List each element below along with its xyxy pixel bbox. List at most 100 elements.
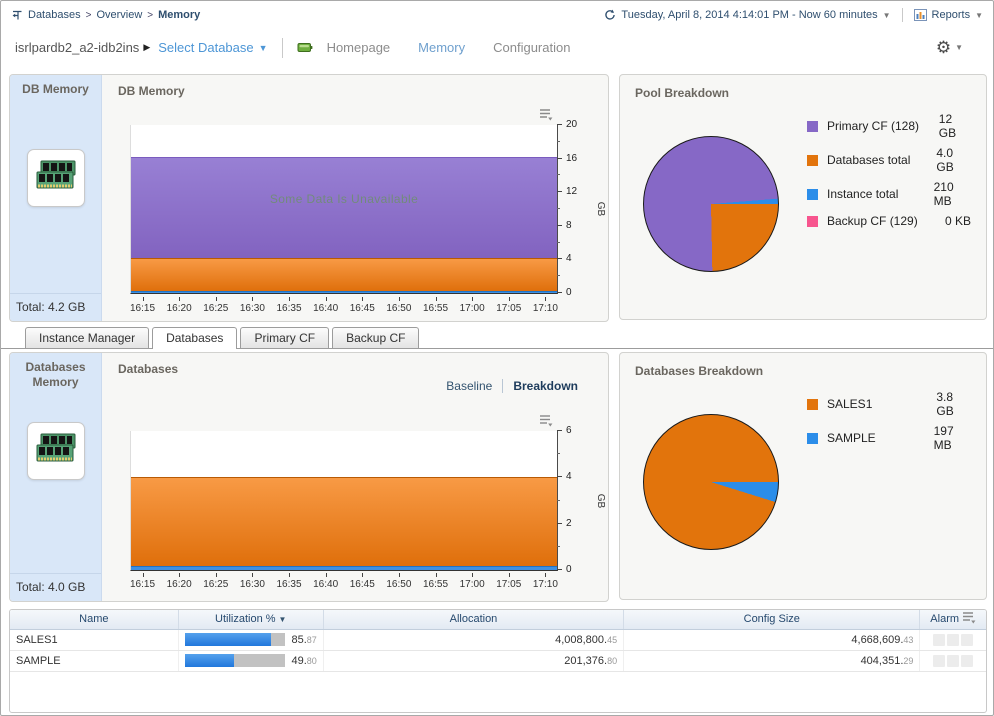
databases-side-panel: Databases Memory Total: 4.0 GB xyxy=(10,353,102,601)
y-tick xyxy=(557,522,562,524)
legend-value: 210 MB xyxy=(933,180,954,208)
value-frac: 43 xyxy=(903,634,914,645)
x-axis-labels: 16:15 16:20 16:25 16:30 16:35 16:40 16:45 16:50… xyxy=(130,297,558,314)
value-frac: 80 xyxy=(306,655,317,666)
databases-card: Databases Memory Total: 4.0 GB Databases… xyxy=(9,352,609,602)
instance-name[interactable]: isrlpardb2_a2-idb2ins xyxy=(15,40,140,55)
health-icon xyxy=(297,41,313,54)
tab-instance-manager[interactable]: Instance Manager xyxy=(25,327,150,348)
side-panel-title: DB Memory xyxy=(22,82,89,96)
column-header-config-size[interactable]: Config Size xyxy=(623,610,920,630)
x-axis-label: 16:15 xyxy=(130,297,155,314)
timerange-icon xyxy=(604,9,616,21)
x-axis-label: 17:10 xyxy=(533,297,558,314)
db-memory-side-panel: DB Memory Total: 4.2 GB xyxy=(10,75,102,321)
column-header-alarm[interactable]: Alarm xyxy=(919,610,986,630)
x-axis-label: 16:20 xyxy=(167,573,192,590)
y-tick-label: 6 xyxy=(566,425,572,436)
x-axis-label: 16:35 xyxy=(277,573,302,590)
legend-label: Databases total xyxy=(827,153,911,167)
y-axis: 0 4 8 12 16 20 GB xyxy=(557,120,608,298)
y-axis-unit-label: GB xyxy=(595,493,606,508)
y-tick xyxy=(557,476,562,478)
value-int: 201,376. xyxy=(564,654,608,667)
y-minor-tick xyxy=(557,174,560,176)
toggle-baseline[interactable]: Baseline xyxy=(446,379,493,393)
breadcrumb-separator: > xyxy=(147,9,154,21)
page-nav: Homepage Memory Configuration xyxy=(327,40,571,55)
x-axis-label: 16:55 xyxy=(423,573,448,590)
nav-item-memory[interactable]: Memory xyxy=(418,40,466,55)
column-header-allocation[interactable]: Allocation xyxy=(322,610,624,630)
ram-icon xyxy=(36,433,75,462)
table-row-sample[interactable]: SAMPLE 49.80 201,376.80 404,351.29 xyxy=(10,650,986,672)
legend-value: 12 GB xyxy=(938,112,957,140)
nav-item-configuration[interactable]: Configuration xyxy=(493,40,571,55)
chart-options-icon[interactable] xyxy=(539,414,553,427)
cell-name[interactable]: SAMPLE xyxy=(10,650,179,672)
breadcrumb-item-databases[interactable]: Databases xyxy=(28,9,81,21)
topbar-right: Tuesday, April 8, 2014 4:14:01 PM - Now … xyxy=(604,8,983,22)
alarm-indicator xyxy=(961,654,974,667)
y-tick-label: 4 xyxy=(566,253,572,265)
cell-name[interactable]: SALES1 xyxy=(10,629,179,651)
utilization-bar-track xyxy=(184,633,285,646)
x-axis-label: 17:05 xyxy=(496,573,521,590)
legend-item-backup-cf-129: Backup CF (129) 0 KB xyxy=(807,214,971,228)
time-range-caret-icon[interactable]: ▼ xyxy=(882,10,891,20)
instance-toolbar: isrlpardb2_a2-idb2ins ▶ Select Database … xyxy=(1,29,993,66)
memory-tile-button[interactable] xyxy=(26,149,85,207)
utilization-bar-fill xyxy=(184,654,235,667)
reports-icon xyxy=(913,9,927,21)
cell-utilization: 85.87 xyxy=(177,629,324,651)
top-level-icon[interactable] xyxy=(11,9,23,21)
y-tick-label: 16 xyxy=(566,152,578,164)
databases-breakdown-pie[interactable] xyxy=(643,414,779,550)
view-toggle: Baseline Breakdown xyxy=(446,379,578,393)
time-range-selector[interactable]: Tuesday, April 8, 2014 4:14:01 PM - Now … xyxy=(621,9,878,21)
x-axis-label: 16:25 xyxy=(203,573,228,590)
legend-item-sample: SAMPLE 197 MB xyxy=(807,424,971,452)
table-row-sales1[interactable]: SALES1 85.87 4,008,800.45 4,668,609.43 xyxy=(10,629,986,651)
value-frac: 80 xyxy=(607,655,618,666)
y-tick xyxy=(557,157,562,159)
nav-item-homepage[interactable]: Homepage xyxy=(326,40,391,55)
chart-options-icon[interactable] xyxy=(539,108,553,121)
column-header-utilization[interactable]: Utilization % ▼ xyxy=(177,610,324,630)
legend-item-databases-total: Databases total 4.0 GB xyxy=(807,146,971,174)
select-database-dropdown[interactable]: Select Database xyxy=(158,40,254,55)
y-tick xyxy=(557,258,562,260)
select-database-caret-icon[interactable]: ▼ xyxy=(258,42,268,53)
databases-plot[interactable]: 0 2 4 6 GB xyxy=(130,426,606,575)
utilization-bar-fill xyxy=(184,633,271,646)
memory-tile-button[interactable] xyxy=(26,422,85,480)
tab-primary-cf[interactable]: Primary CF xyxy=(240,327,330,348)
utilization-value: 49.80 xyxy=(292,655,317,667)
breadcrumb-item-overview[interactable]: Overview xyxy=(96,9,143,21)
utilization-value: 85.87 xyxy=(292,634,317,646)
table-customizer-icon[interactable] xyxy=(959,612,976,627)
pool-breakdown-legend: Primary CF (128) 12 GB Databases total 4.0 … xyxy=(807,112,971,272)
value-int: 404,351. xyxy=(860,654,904,667)
instance-expand-icon[interactable]: ▶ xyxy=(143,42,151,52)
reports-caret-icon[interactable]: ▼ xyxy=(975,10,983,20)
toggle-breakdown[interactable]: Breakdown xyxy=(513,379,578,393)
value-int: 4,668,609. xyxy=(851,633,904,646)
legend-label: SALES1 xyxy=(827,397,873,411)
chart-title: Databases xyxy=(118,362,179,376)
legend-value: 0 KB xyxy=(944,214,971,228)
db-memory-plot[interactable]: Some Data Is Unavailable 0 4 8 12 16 20 GB xyxy=(130,120,606,298)
legend-swatch xyxy=(807,432,818,444)
y-minor-tick xyxy=(557,545,560,547)
tab-databases[interactable]: Databases xyxy=(152,327,238,349)
tab-backup-cf[interactable]: Backup CF xyxy=(332,327,420,348)
x-axis-label: 16:50 xyxy=(386,297,411,314)
value-int: 4,008,800. xyxy=(555,633,608,646)
actions-gear-button[interactable]: ⚙ ▼ xyxy=(936,39,963,56)
y-tick-label: 0 xyxy=(566,564,572,575)
column-header-name[interactable]: Name xyxy=(10,610,179,630)
y-tick xyxy=(557,224,562,226)
legend-swatch xyxy=(807,215,818,227)
reports-button[interactable]: Reports xyxy=(931,9,971,21)
pool-breakdown-pie[interactable] xyxy=(643,136,779,272)
